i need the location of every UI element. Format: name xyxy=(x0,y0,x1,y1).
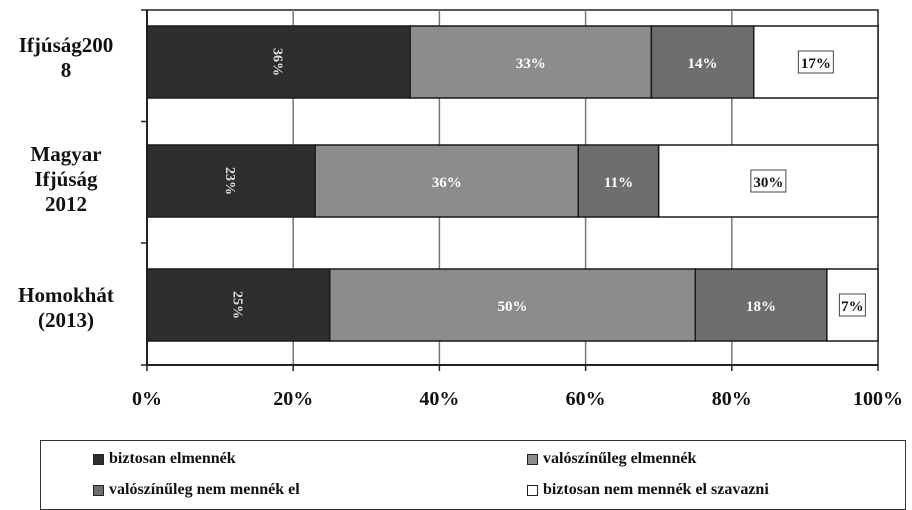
legend-swatch xyxy=(93,453,104,465)
legend-item-valoszinuleg-nem-mennek-el: valószínűleg nem mennék el xyxy=(93,481,300,499)
x-tick-label: 20% xyxy=(273,388,313,410)
bar-segment xyxy=(409,25,653,99)
data-label: 18% xyxy=(746,299,776,315)
data-label: 25% xyxy=(229,291,244,319)
data-label: 33% xyxy=(516,56,546,72)
legend-swatch xyxy=(93,484,104,496)
category-label-line: (2013) xyxy=(38,308,94,332)
data-label: 11% xyxy=(604,175,633,191)
data-label: 50% xyxy=(498,299,528,315)
category-label-line: Ifjúság xyxy=(34,167,98,191)
data-label: 7% xyxy=(841,299,864,315)
legend-label: biztosan nem mennék el szavazni xyxy=(543,481,769,498)
legend-item-valoszinuleg-elmennek: valószínűleg elmennék xyxy=(527,450,696,468)
bar-segment xyxy=(146,25,411,99)
category-label-line: Homokhát xyxy=(18,283,114,307)
data-label: 30% xyxy=(753,175,783,191)
data-label: 14% xyxy=(688,56,718,72)
category-label-line: Magyar xyxy=(30,142,102,166)
x-tick-label: 100% xyxy=(853,388,903,410)
x-tick-label: 0% xyxy=(132,388,162,410)
data-label: 17% xyxy=(801,56,831,72)
category-label-magyar-ifjusag-2012: Magyar Ifjúság 2012 xyxy=(0,142,132,217)
data-label: 23% xyxy=(222,167,237,195)
category-label-line: 8 xyxy=(60,58,72,82)
bar-segment xyxy=(577,144,660,218)
x-tick-label: 40% xyxy=(419,388,459,410)
legend-swatch xyxy=(527,453,538,465)
legend-item-biztosan-elmennek: biztosan elmennék xyxy=(93,450,236,468)
data-label: 36% xyxy=(432,175,462,191)
bar-segment xyxy=(146,144,316,218)
data-label-box xyxy=(750,169,787,193)
bar-segment xyxy=(329,268,696,342)
legend-swatch xyxy=(527,484,538,496)
data-label-box xyxy=(838,293,866,317)
legend-label: biztosan elmennék xyxy=(109,450,236,467)
legend-label: valószínűleg elmennék xyxy=(543,450,697,467)
data-label: 36% xyxy=(270,48,285,76)
chart-legend: biztosan elmennék valószínűleg elmennék … xyxy=(40,440,906,510)
category-label-line: Ifjúság200 xyxy=(18,33,114,57)
bar-segment xyxy=(694,268,828,342)
bar-segment xyxy=(146,268,331,342)
bar-segment xyxy=(314,144,580,218)
legend-label: valószínűleg nem mennék el xyxy=(109,481,300,498)
category-label-line: 2012 xyxy=(45,192,87,216)
category-label-homokhat-2013: Homokhát (2013) xyxy=(0,283,132,333)
data-label-box xyxy=(797,50,834,74)
x-tick-label: 80% xyxy=(712,388,752,410)
category-label-ifjusag-2008: Ifjúság200 8 xyxy=(0,33,132,83)
x-tick-label: 60% xyxy=(566,388,606,410)
legend-item-biztosan-nem-mennek-el-szavazni: biztosan nem mennék el szavazni xyxy=(527,481,769,499)
